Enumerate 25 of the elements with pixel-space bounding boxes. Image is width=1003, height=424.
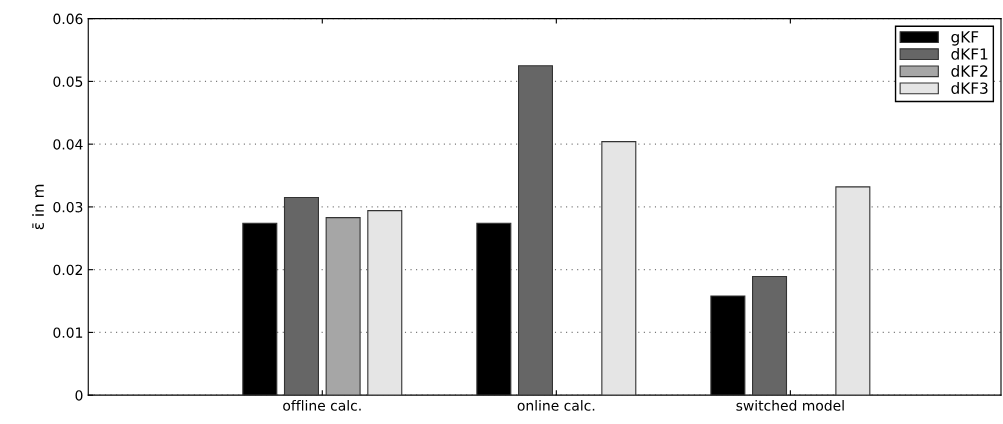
y-tick-label: 0.03 bbox=[53, 201, 83, 213]
legend-label: dKF2 bbox=[951, 65, 988, 77]
y-tick-label: 0.01 bbox=[53, 327, 83, 338]
x-tick-label: online calc. bbox=[517, 400, 595, 411]
legend-label: gKF bbox=[951, 31, 979, 46]
x-tick-label: switched model bbox=[736, 400, 844, 411]
y-tick-label: 0.04 bbox=[53, 139, 83, 150]
bar bbox=[367, 210, 403, 396]
bar bbox=[601, 141, 637, 396]
y-axis-title: ε̄ in m bbox=[32, 184, 44, 230]
bar bbox=[835, 186, 871, 396]
y-tick-label: 0.06 bbox=[53, 13, 83, 25]
bar bbox=[476, 222, 512, 396]
y-tick-label: 0 bbox=[75, 390, 83, 401]
bar bbox=[242, 222, 278, 396]
y-tick-label: 0.05 bbox=[53, 76, 83, 87]
y-tick-label: 0.02 bbox=[53, 264, 83, 276]
legend-label: dKF1 bbox=[951, 47, 988, 60]
legend-label: dKF3 bbox=[951, 82, 988, 94]
x-tick-label: offline calc. bbox=[283, 400, 361, 411]
bar bbox=[752, 276, 788, 396]
bar bbox=[517, 65, 554, 396]
bar bbox=[283, 196, 319, 396]
bar bbox=[325, 217, 361, 396]
bar bbox=[710, 295, 746, 396]
